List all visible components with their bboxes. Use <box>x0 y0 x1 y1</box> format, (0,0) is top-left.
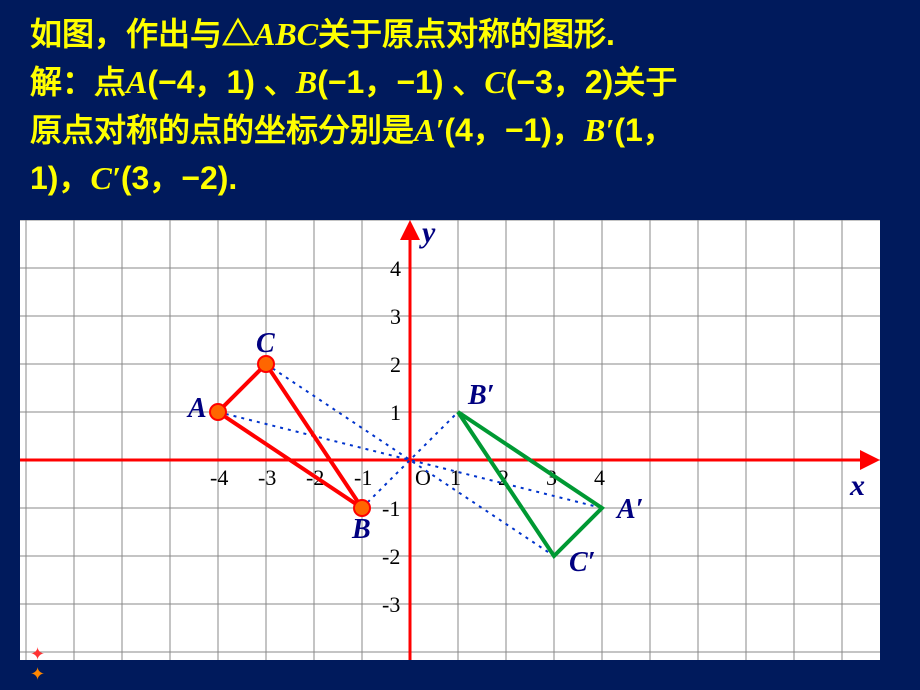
svg-text:4: 4 <box>390 256 401 281</box>
svg-text:C′: C′ <box>569 547 596 578</box>
t-pAc: (−4，1) 、 <box>147 64 296 100</box>
svg-text:B′: B′ <box>467 380 495 411</box>
svg-text:4: 4 <box>594 465 605 490</box>
svg-text:-3: -3 <box>258 465 276 490</box>
t-pAp: A′ <box>414 112 444 148</box>
svg-text:1: 1 <box>390 400 401 425</box>
svg-text:C: C <box>256 328 275 359</box>
t-pBp: B′ <box>584 112 614 148</box>
decorative-cursor-2: ✦ <box>30 664 45 685</box>
coordinate-chart: xyO-4-3-2-112341234-1-2-3ABCA′B′C′ <box>20 220 880 665</box>
svg-text:-2: -2 <box>382 544 400 569</box>
svg-text:B: B <box>351 514 371 545</box>
t-pBc: (−1，−1) 、 <box>317 64 484 100</box>
t-pCc: (−3，2) <box>506 64 614 100</box>
decorative-cursor-1: ✦ <box>30 644 45 665</box>
svg-text:O: O <box>415 465 431 490</box>
t-pC: C <box>484 64 505 100</box>
t-line2a: 解：点 <box>30 64 126 100</box>
t-line4a: 1)， <box>30 160 90 196</box>
t-pCp: C′ <box>90 160 120 196</box>
t-tri: ABC <box>254 16 318 52</box>
t-line3a: 原点对称的点的坐标分别是 <box>30 112 414 148</box>
svg-text:-1: -1 <box>354 465 372 490</box>
svg-text:-3: -3 <box>382 592 400 617</box>
svg-text:y: y <box>419 220 436 249</box>
t-line1b: 关于原点对称的图形. <box>318 16 615 52</box>
svg-text:A′: A′ <box>615 494 644 525</box>
svg-text:-1: -1 <box>382 496 400 521</box>
svg-text:A: A <box>186 393 207 424</box>
t-line2b: 关于 <box>613 64 677 100</box>
t-pBpc: (1， <box>614 112 674 148</box>
t-line1a: 如图，作出与△ <box>30 16 254 52</box>
svg-text:1: 1 <box>450 465 461 490</box>
t-pB: B <box>296 64 317 100</box>
t-pApc: (4，−1)， <box>444 112 584 148</box>
t-pCpc: (3，−2). <box>121 160 238 196</box>
svg-text:x: x <box>849 469 865 502</box>
problem-text: 如图，作出与△ABC关于原点对称的图形. 解：点A(−4，1) 、B(−1，−1… <box>30 10 900 202</box>
svg-text:3: 3 <box>390 304 401 329</box>
svg-text:2: 2 <box>390 352 401 377</box>
t-pA: A <box>126 64 147 100</box>
svg-text:-4: -4 <box>210 465 228 490</box>
